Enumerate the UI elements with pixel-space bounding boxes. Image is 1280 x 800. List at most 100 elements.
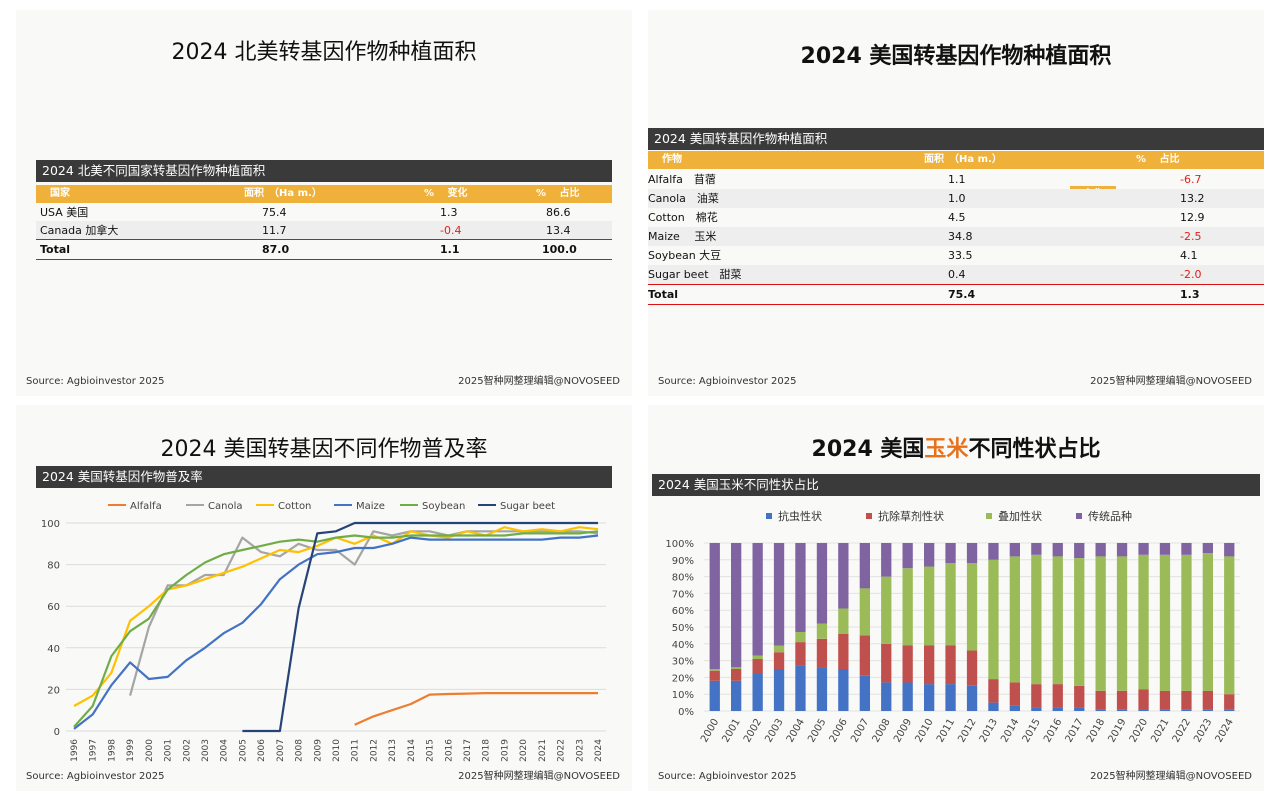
x-tick-label: 2000 <box>145 739 155 762</box>
panel-north-america-area: 2024 北美转基因作物种植面积 2024 北美不同国家转基因作物种植面积 国家… <box>16 10 632 396</box>
panel2-source: Source: Agbioinvestor 2025 <box>658 376 797 387</box>
x-tick-label: 2012 <box>369 739 379 762</box>
bar-segment <box>1181 543 1192 555</box>
row-area: 0.4 <box>948 268 966 281</box>
bar-segment <box>752 655 763 659</box>
panel3-chart-title: 2024 美国转基因作物普及率 <box>36 466 612 488</box>
bar-segment <box>1095 556 1106 691</box>
bar-segment <box>924 566 935 646</box>
bar-segment <box>752 674 763 711</box>
legend-swatch <box>986 513 992 519</box>
bar-segment <box>924 543 935 567</box>
bar-segment <box>816 638 828 668</box>
y-tick-label: 0% <box>678 707 694 718</box>
y-tick-label: 20 <box>47 685 60 696</box>
panel2-table-header: 作物 面积 （Ha m.） % 占比 <box>648 151 1264 169</box>
x-tick-label: 2004 <box>785 717 807 745</box>
header-crop: 作物 <box>662 154 682 165</box>
y-tick-label: 60% <box>672 606 694 617</box>
bar-segment <box>1202 709 1213 711</box>
panel1-table-title: 2024 北美不同国家转基因作物种植面积 <box>36 160 612 182</box>
bar-segment <box>988 702 999 711</box>
bar-segment <box>1159 543 1171 555</box>
legend-label: Canola <box>208 501 242 512</box>
row-area: 11.7 <box>262 224 287 237</box>
row-change: 1.3 <box>440 206 458 219</box>
y-tick-label: 100 <box>41 519 60 530</box>
x-tick-label: 2006 <box>257 739 267 762</box>
row-value: 4.1 <box>1180 249 1198 262</box>
legend-label: Alfalfa <box>130 501 162 512</box>
total-change: 1.1 <box>440 243 460 256</box>
panel2-table-title: 2024 美国转基因作物种植面积 <box>648 128 1264 150</box>
total-value: 1.3 <box>1180 288 1200 301</box>
panel1-table-header: 国家 面积 （Ha m.） % 变化 % 占比 <box>36 185 612 203</box>
bar-segment <box>881 682 892 711</box>
panel2-credit: 2025智种网整理编辑@NOVOSEED <box>1090 376 1252 387</box>
bar-segment <box>795 642 806 666</box>
total-label: Total <box>648 288 679 301</box>
header-area: 面积 （Ha m.） <box>924 154 1002 165</box>
legend-label: Soybean <box>422 501 465 512</box>
x-tick-label: 2006 <box>828 717 850 745</box>
x-tick-label: 2020 <box>519 739 529 762</box>
panel-us-adoption-rate: 2024 美国转基因不同作物普及率 2024 美国转基因作物普及率 0 20 40 6… <box>16 405 632 791</box>
y-tick-label: 30% <box>672 657 694 668</box>
table-row: Sugar beet 甜菜 0.4 -2.0 <box>648 265 1264 284</box>
bar-segment <box>709 543 720 669</box>
x-tick-label: 2017 <box>1064 717 1086 745</box>
bar-segment <box>1138 554 1149 690</box>
x-tick-label: 2019 <box>500 739 510 762</box>
bar-segment <box>1074 543 1085 559</box>
table-total-row: Total 87.0 1.1 100.0 <box>36 239 612 260</box>
panel4-source: Source: Agbioinvestor 2025 <box>658 771 797 782</box>
y-tick-label: 100% <box>665 539 694 550</box>
x-tick-label: 2008 <box>871 717 893 745</box>
x-tick-label: 2017 <box>463 739 473 762</box>
x-tick-label: 2005 <box>238 739 248 762</box>
bar-segment <box>816 623 828 639</box>
bar-segment <box>1052 684 1063 708</box>
table-row: Alfalfa 苜蓿 1.1 -6.7 <box>648 170 1264 189</box>
bar-segment <box>1224 694 1235 710</box>
bar-segment <box>838 608 849 634</box>
bar-segment <box>1224 709 1235 711</box>
row-share: 86.6 <box>546 206 571 219</box>
bar-segment <box>902 645 913 683</box>
row-area: 1.0 <box>948 192 966 205</box>
bar-segment <box>773 669 785 711</box>
series-line-sugar-beet <box>242 521 598 733</box>
bar-segment <box>859 675 870 711</box>
bar-segment <box>859 635 870 676</box>
bar-segment <box>838 543 849 609</box>
bar-segment <box>1116 709 1128 711</box>
bar-segment <box>1138 543 1149 555</box>
bar-segment <box>988 679 999 703</box>
row-value: -2.5 <box>1180 230 1202 243</box>
row-country: USA 美国 <box>40 206 89 219</box>
bar-segment <box>902 682 913 711</box>
bar-segment <box>816 667 828 711</box>
bar-segment <box>731 680 742 711</box>
bar-segment <box>1074 685 1085 708</box>
bar-segment <box>945 645 956 685</box>
bar-segment <box>1031 707 1042 711</box>
x-tick-label: 1997 <box>89 739 99 762</box>
x-tick-label: 2012 <box>956 717 978 745</box>
x-tick-label: 2011 <box>935 717 957 745</box>
bar-segment <box>1009 706 1020 711</box>
bar-segment <box>1202 690 1213 710</box>
x-tick-label: 2013 <box>978 717 1000 745</box>
bar-segment <box>1224 556 1235 695</box>
panel4-title-suffix: 不同性状占比 <box>968 437 1101 462</box>
legend-label: 传统品种 <box>1088 509 1132 523</box>
bar-segment <box>1052 543 1063 557</box>
x-tick-label: 2002 <box>742 717 764 745</box>
row-country: Canada 加拿大 <box>40 224 119 237</box>
row-crop: Cotton 棉花 <box>648 211 718 224</box>
table-row: Cotton 棉花 4.5 12.9 <box>648 208 1264 227</box>
y-tick-label: 20% <box>672 673 694 684</box>
bar-segment <box>1031 554 1042 685</box>
bar-segment <box>752 543 763 656</box>
table-row: Canada 加拿大 11.7 -0.4 13.4 <box>36 221 612 240</box>
